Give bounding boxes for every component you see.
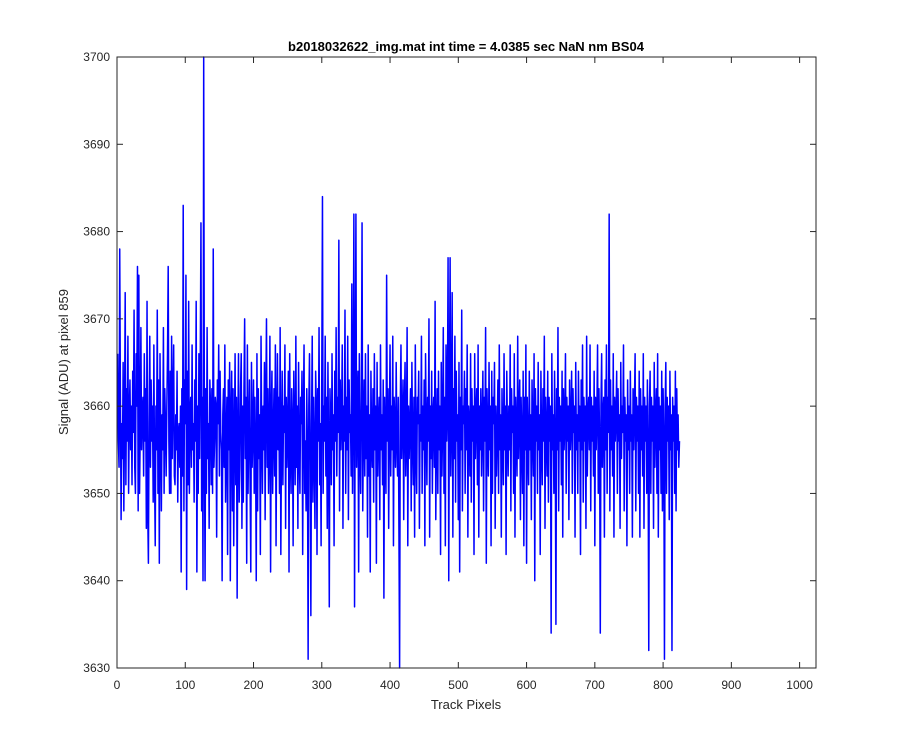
x-tick-label: 200	[244, 678, 264, 692]
x-tick-label: 500	[448, 678, 468, 692]
x-ticks: 0 100 200 300 400 500 600 700 800 900 1000	[114, 57, 813, 692]
y-axis-label: Signal (ADU) at pixel 859	[56, 289, 71, 435]
x-tick-label: 400	[380, 678, 400, 692]
x-tick-label: 100	[175, 678, 195, 692]
y-tick-label: 3670	[83, 312, 110, 326]
x-tick-label: 700	[585, 678, 605, 692]
y-tick-label: 3640	[83, 574, 110, 588]
chart-title: b2018032622_img.mat int time = 4.0385 se…	[288, 39, 645, 54]
y-tick-label: 3630	[83, 661, 110, 675]
x-tick-label: 1000	[786, 678, 813, 692]
axes-box	[116, 56, 817, 669]
x-tick-label: 900	[721, 678, 741, 692]
y-ticks: 3630 3640 3650 3660 3670 3680 3690 3700	[83, 50, 816, 675]
x-axis-label: Track Pixels	[431, 697, 502, 712]
y-tick-label: 3660	[83, 399, 110, 413]
x-tick-label: 800	[653, 678, 673, 692]
x-tick-label: 0	[114, 678, 121, 692]
y-tick-label: 3680	[83, 225, 110, 239]
series-line-0	[116, 56, 681, 669]
series-layer	[116, 56, 681, 669]
y-tick-label: 3690	[83, 137, 110, 151]
x-tick-label: 300	[312, 678, 332, 692]
y-tick-label: 3650	[83, 486, 110, 500]
y-tick-label: 3700	[83, 50, 110, 64]
x-tick-label: 600	[517, 678, 537, 692]
